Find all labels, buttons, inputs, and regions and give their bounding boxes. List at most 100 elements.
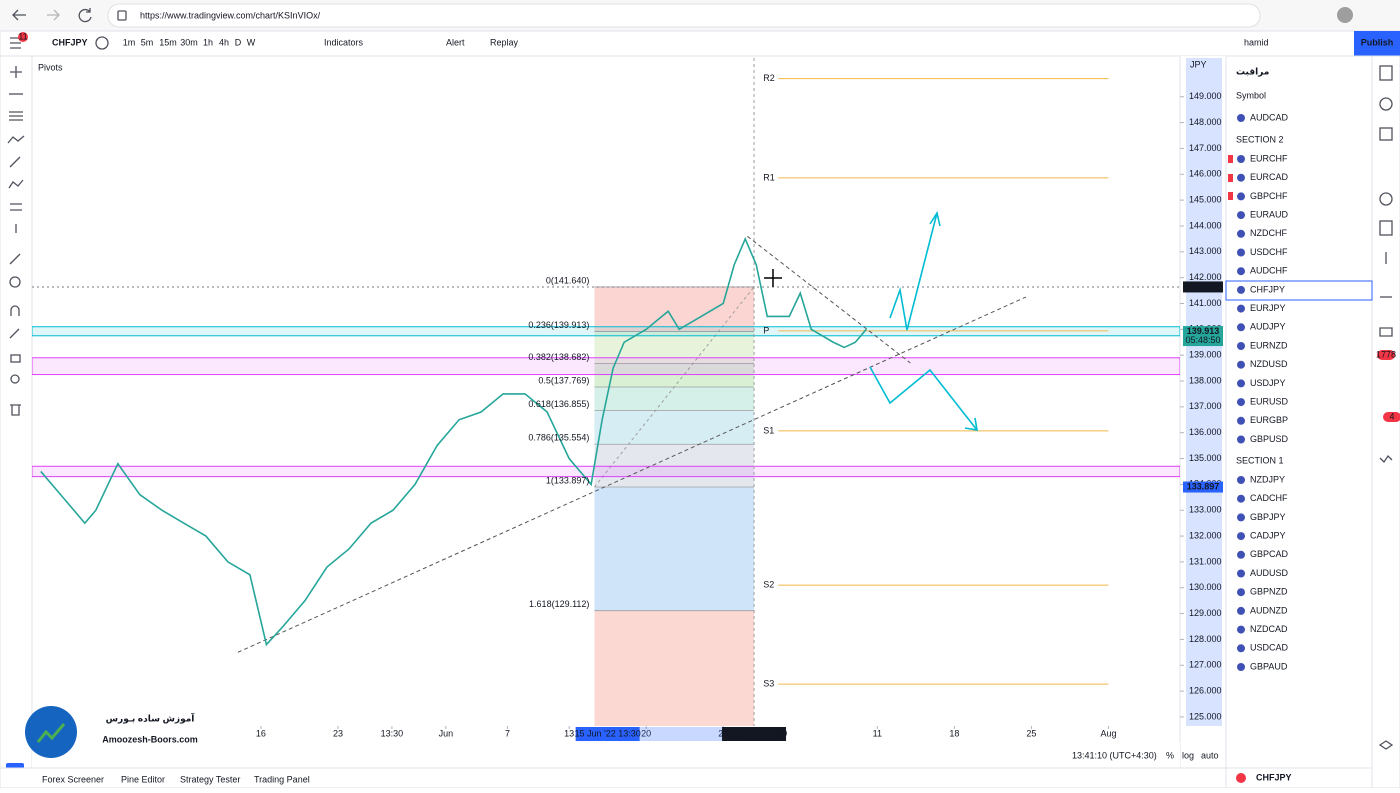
watchlist-symbol[interactable]: GBPCAD — [1250, 549, 1289, 559]
forecast-arrow-down — [869, 366, 978, 431]
cursor-label-box — [722, 727, 787, 741]
profile-avatar[interactable] — [1337, 7, 1353, 23]
symbol-icon — [1237, 606, 1245, 615]
replay-button[interactable]: Replay — [490, 37, 519, 47]
watchlist-symbol[interactable]: GBPJPY — [1250, 512, 1286, 522]
symbol-icon — [1237, 494, 1245, 503]
watchlist-symbol[interactable]: GBPNZD — [1250, 587, 1288, 597]
cursor-label: 15 Jun '22 13:30 — [575, 728, 641, 738]
indicators-button[interactable]: Indicators — [324, 37, 364, 47]
drawing-tools[interactable] — [7, 66, 25, 416]
watchlist-symbol[interactable]: EURGBP — [1250, 415, 1288, 425]
symbol-icon — [1237, 285, 1245, 294]
symbol-icon — [1237, 379, 1245, 388]
watchlist-symbol[interactable]: EURJPY — [1250, 303, 1286, 313]
watchlist-symbol[interactable]: EURCAD — [1250, 172, 1289, 182]
forward-button[interactable] — [47, 9, 60, 21]
x-tick-label: 11 — [873, 728, 882, 738]
back-button[interactable] — [12, 9, 26, 21]
trendline — [747, 235, 911, 364]
watchlist-symbol[interactable]: NZDCAD — [1250, 624, 1288, 634]
auto-toggle[interactable]: auto — [1201, 750, 1219, 760]
logo-arrow — [36, 723, 66, 743]
y-tick-label: 144.000 — [1189, 220, 1222, 230]
y-tick-label: 146.000 — [1189, 169, 1222, 179]
x-tick-label: 13 — [564, 728, 574, 738]
address-bar[interactable] — [107, 3, 1261, 28]
bottom-tab[interactable]: Trading Panel — [254, 774, 310, 784]
interval-button[interactable]: 30m — [180, 37, 198, 47]
interval-button[interactable]: 1h — [203, 37, 213, 47]
logo-domain: Amoozesh-Boors.com — [102, 734, 198, 744]
watchlist-symbol[interactable]: EURCHF — [1250, 153, 1288, 163]
watchlist-symbol[interactable]: AUDNZD — [1250, 605, 1288, 615]
bottom-tab[interactable]: Forex Screener — [42, 774, 104, 784]
publish-text[interactable]: Publish — [1361, 37, 1394, 47]
interval-button[interactable]: 15m — [159, 37, 177, 47]
bottom-tab[interactable]: Pine Editor — [121, 774, 165, 784]
interval-button[interactable]: D — [235, 37, 242, 47]
watchlist-symbol[interactable]: CADCHF — [1250, 493, 1288, 503]
layout-name[interactable]: hamid — [1244, 37, 1269, 47]
indicator-label: Pivots — [38, 62, 63, 72]
watchlist-footer — [1225, 767, 1373, 789]
symbol-name[interactable]: CHFJPY — [52, 37, 88, 47]
cursor-label-box — [575, 727, 640, 741]
x-tick-label: 13:30 — [381, 728, 404, 738]
alert-button[interactable]: Alert — [446, 37, 465, 47]
interval-button[interactable]: 4h — [219, 37, 229, 47]
watchlist-symbol[interactable]: AUDCAD — [1250, 112, 1289, 122]
watchlist-symbol[interactable]: EURAUD — [1250, 209, 1289, 219]
watchlist-symbol[interactable]: AUDCHF — [1250, 266, 1288, 276]
price-axis — [1180, 56, 1226, 768]
cursor-label: 29 Jun '22 21:30 — [721, 728, 787, 738]
watchlist-symbol[interactable]: USDCAD — [1250, 643, 1289, 653]
log-toggle[interactable]: log — [1182, 750, 1194, 760]
percent-toggle[interactable]: % — [1166, 750, 1174, 760]
pivot-label: S2 — [763, 580, 774, 590]
watchlist-symbol[interactable]: GBPAUD — [1250, 661, 1288, 671]
fib-zone — [594, 363, 755, 387]
fib-label: 0.786(135.554) — [528, 433, 589, 443]
watchlist-symbol[interactable]: EURNZD — [1250, 340, 1288, 350]
url-text: https://www.tradingview.com/chart/KSInVI… — [140, 10, 321, 20]
interval-button[interactable]: 5m — [141, 37, 154, 47]
compare-button[interactable] — [95, 36, 109, 50]
x-tick-label: 18 — [949, 728, 959, 738]
watchlist-symbol[interactable]: NZDCHF — [1250, 228, 1287, 238]
fib-label: 0.5(137.769) — [538, 375, 589, 385]
symbol-icon — [1237, 588, 1245, 597]
price-zone — [32, 326, 1180, 337]
y-tick-label: 129.000 — [1189, 608, 1222, 618]
cursor-range — [639, 727, 723, 741]
symbol-icon — [1237, 360, 1245, 369]
row-flag — [1228, 174, 1233, 182]
watchlist-symbol[interactable]: CHFJPY — [1250, 284, 1285, 294]
watchlist-symbol[interactable]: GBPUSD — [1250, 434, 1289, 444]
watchlist-symbol[interactable]: CADJPY — [1250, 530, 1286, 540]
watchlist-symbol[interactable]: USDCHF — [1250, 247, 1288, 257]
watchlist-symbol[interactable]: USDJPY — [1250, 378, 1286, 388]
y-tick-label: 139.000 — [1189, 350, 1222, 360]
watchlist-symbol[interactable]: NZDUSD — [1250, 359, 1288, 369]
bottom-tab[interactable]: Strategy Tester — [180, 774, 240, 784]
watchlist-symbol[interactable]: AUDUSD — [1250, 568, 1289, 578]
symbol-icon — [1237, 532, 1245, 541]
reload-button[interactable] — [78, 8, 92, 23]
y-tick-label: 149.000 — [1189, 91, 1222, 101]
interval-button[interactable]: 1m — [123, 37, 136, 47]
y-tick-label: 141.000 — [1189, 298, 1222, 308]
lock-icon — [117, 10, 127, 21]
watchlist-symbol[interactable]: EURUSD — [1250, 396, 1289, 406]
x-tick-label: 23 — [333, 728, 343, 738]
publish-button[interactable] — [1354, 31, 1400, 56]
symbol-icon — [1237, 323, 1245, 332]
interval-button[interactable]: W — [247, 37, 256, 47]
watchlist-symbol[interactable]: NZDJPY — [1250, 474, 1285, 484]
watchlist-title[interactable]: مراقبت — [1236, 66, 1269, 77]
y-tick-label: 125.000 — [1189, 711, 1222, 721]
watchlist-symbol[interactable]: GBPCHF — [1250, 191, 1288, 201]
y-tick-label: 143.000 — [1189, 246, 1222, 256]
watchlist-symbol[interactable]: AUDJPY — [1250, 322, 1286, 332]
sidebar-icons[interactable] — [1378, 65, 1394, 750]
